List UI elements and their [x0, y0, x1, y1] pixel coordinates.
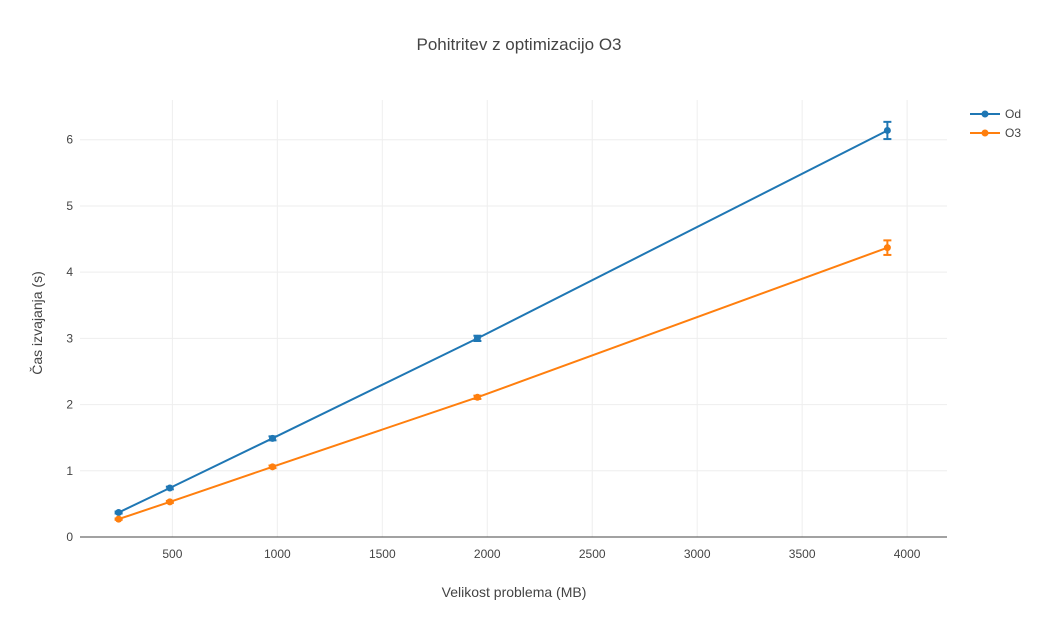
legend-marker: [981, 110, 989, 118]
x-tick-label: 1500: [369, 547, 396, 561]
data-point[interactable]: [166, 498, 174, 506]
y-tick-label: 1: [66, 464, 73, 478]
data-point[interactable]: [473, 393, 481, 401]
x-tick-label: 1000: [264, 547, 291, 561]
legend-marker: [981, 129, 989, 137]
data-point[interactable]: [269, 463, 277, 471]
series-line: [118, 129, 888, 514]
y-tick-label: 3: [66, 331, 73, 345]
series-layer: [114, 120, 892, 523]
data-point[interactable]: [883, 126, 891, 134]
x-tick-label: 3500: [789, 547, 816, 561]
x-tick-label: 3000: [684, 547, 711, 561]
y-tick-label: 6: [66, 133, 73, 147]
legend-item-o3[interactable]: O3: [970, 126, 1021, 140]
series-line: [118, 246, 888, 521]
x-axis-label: Velikost problema (MB): [442, 584, 587, 600]
data-point[interactable]: [166, 484, 174, 492]
legend-item-od[interactable]: Od: [970, 107, 1021, 121]
data-point[interactable]: [115, 515, 123, 523]
data-point[interactable]: [883, 244, 891, 252]
data-point[interactable]: [115, 509, 123, 517]
y-axis-label: Čas izvajanja (s): [29, 271, 45, 374]
legend[interactable]: Od O3: [970, 107, 1021, 140]
series-od: [114, 120, 892, 517]
x-tick-label: 2000: [474, 547, 501, 561]
y-tick-label: 0: [66, 530, 73, 544]
grid-lines: [80, 100, 947, 537]
x-tick-label: 4000: [894, 547, 921, 561]
chart-title: Pohitritev z optimizacijo O3: [416, 35, 621, 54]
series-o3: [114, 239, 892, 523]
data-point[interactable]: [473, 334, 481, 342]
y-tick-label: 2: [66, 398, 73, 412]
x-tick-label: 2500: [579, 547, 606, 561]
axes: 500 1000 1500 2000 2500 3000 3500 4000 0 1 2 3 4 5 6: [66, 133, 947, 561]
legend-label: Od: [1005, 107, 1021, 121]
y-tick-label: 5: [66, 199, 73, 213]
data-point[interactable]: [269, 434, 277, 442]
x-tick-label: 500: [162, 547, 182, 561]
y-tick-label: 4: [66, 265, 73, 279]
legend-label: O3: [1005, 126, 1021, 140]
